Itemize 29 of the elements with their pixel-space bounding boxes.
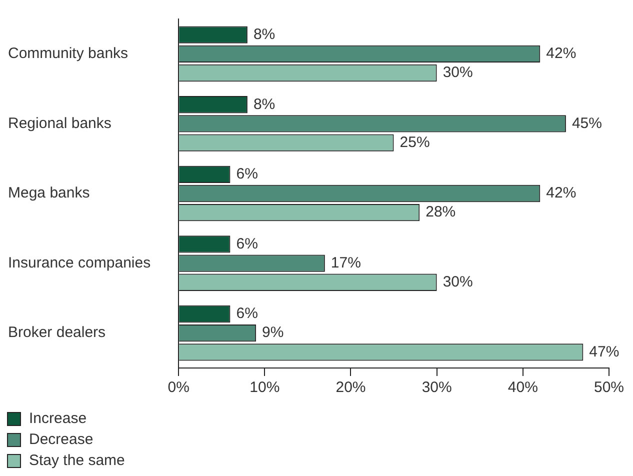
data-label: 30%	[442, 64, 473, 82]
data-label: 9%	[262, 324, 284, 342]
legend-label: Stay the same	[29, 452, 125, 469]
legend-label: Decrease	[29, 431, 94, 448]
y-tick-label: Community banks	[8, 45, 128, 62]
x-tick-label: 20%	[336, 379, 366, 396]
data-label: 6%	[236, 305, 258, 322]
data-label: 25%	[400, 134, 430, 151]
y-tick-label: Regional banks	[8, 114, 112, 132]
data-label: 42%	[546, 184, 576, 202]
legend-label: Increase	[29, 410, 87, 427]
data-label: 47%	[589, 343, 620, 360]
x-tick-label: 50%	[594, 379, 624, 396]
y-tick-label: Broker dealers	[8, 324, 106, 342]
x-tick-label: 30%	[422, 379, 452, 396]
x-tick-label: 0%	[168, 379, 190, 396]
data-label: 8%	[253, 26, 276, 43]
data-label: 6%	[236, 235, 258, 252]
data-label: 8%	[253, 96, 276, 113]
y-tick-label: Insurance companies	[8, 254, 151, 272]
data-label: 17%	[330, 254, 361, 272]
data-label: 30%	[442, 274, 473, 291]
x-tick-label: 40%	[508, 379, 538, 396]
x-tick-label: 10%	[250, 379, 280, 396]
data-label: 6%	[236, 166, 258, 183]
data-label: 42%	[546, 45, 576, 62]
data-label: 28%	[426, 204, 456, 221]
data-label: 45%	[572, 114, 602, 132]
y-tick-label: Mega banks	[8, 184, 90, 202]
